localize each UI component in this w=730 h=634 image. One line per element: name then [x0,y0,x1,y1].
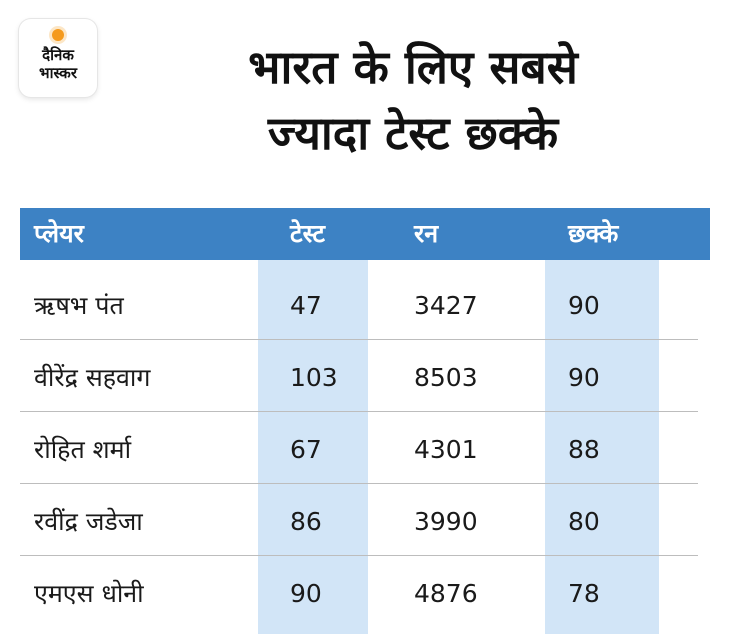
player-name: ऋषभ पंत [34,291,124,320]
player-name: वीरेंद्र सहवाग [34,363,151,392]
sixes-value: 80 [568,507,600,536]
runs-value: 3427 [414,291,478,320]
tests-value: 90 [290,579,322,608]
table-row: रवींद्र जडेजा 86 3990 80 [20,484,698,556]
runs-value: 3990 [414,507,478,536]
sixes-value: 90 [568,291,600,320]
header-player: प्लेयर [34,219,84,248]
sixes-value: 78 [568,579,600,608]
table-row: ऋषभ पंत 47 3427 90 [20,268,698,340]
table-row: एमएस धोनी 90 4876 78 [20,556,698,628]
tests-value: 47 [290,291,322,320]
row-divider [20,483,698,484]
row-divider [20,411,698,412]
row-divider [20,555,698,556]
sun-icon [52,29,64,41]
header-sixes: छक्के [568,219,619,248]
table-row: रोहित शर्मा 67 4301 88 [20,412,698,484]
sixes-value: 90 [568,363,600,392]
logo-text-line2: भास्कर [39,64,77,82]
stats-table: प्लेयर टेस्ट रन छक्के ऋषभ पंत 47 3427 90… [20,208,710,634]
runs-value: 4301 [414,435,478,464]
row-divider [20,339,698,340]
tests-column-highlight [258,260,368,634]
logo-text-line1: दैनिक [42,46,74,64]
header-runs: रन [414,219,439,248]
title-line-2: ज्यादा टेस्ट छक्के [267,106,559,160]
tests-value: 103 [290,363,338,392]
sixes-column-highlight [545,260,659,634]
page-title: भारत के लिए सबसे ज्यादा टेस्ट छक्के [118,34,708,166]
tests-value: 86 [290,507,322,536]
tests-value: 67 [290,435,322,464]
runs-value: 4876 [414,579,478,608]
table-row: वीरेंद्र सहवाग 103 8503 90 [20,340,698,412]
player-name: रवींद्र जडेजा [34,507,143,536]
sixes-value: 88 [568,435,600,464]
title-line-1: भारत के लिए सबसे [248,40,578,94]
table-header: प्लेयर टेस्ट रन छक्के [20,208,710,260]
header-tests: टेस्ट [290,219,325,248]
runs-value: 8503 [414,363,478,392]
player-name: एमएस धोनी [34,579,144,608]
dainik-bhaskar-logo: दैनिक भास्कर [19,19,97,97]
player-name: रोहित शर्मा [34,435,132,464]
